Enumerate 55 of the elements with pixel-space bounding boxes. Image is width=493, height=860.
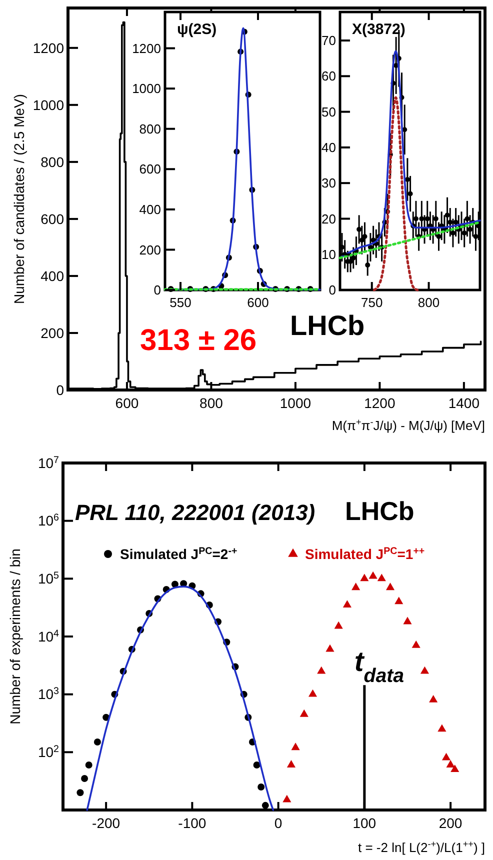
y-tick-label: 30	[322, 176, 336, 191]
y-tick-label: 400	[40, 268, 64, 284]
text: X(3872)	[352, 21, 406, 38]
annotation: LHCb	[345, 496, 414, 526]
y-tick-label: 10	[322, 246, 336, 262]
legend-label: Simulated J$^{PC}$=2$^{-+}$	[120, 546, 238, 562]
y-tick-label: 800	[40, 154, 64, 170]
x-tick-label: 800	[418, 295, 440, 310]
annotation: PRL 110, 222001 (2013)	[75, 500, 316, 525]
x-tick-label: -100	[178, 815, 206, 831]
y-tick-label: 10$^{6}$	[38, 512, 60, 529]
y-tick-label: 70	[322, 33, 336, 48]
y-tick-label: 600	[40, 210, 64, 227]
y-tick-label: 20	[322, 211, 336, 226]
x-tick-label: 200	[438, 815, 462, 831]
ref-line-label: t$_{data}$	[354, 646, 404, 688]
x-tick-label: 1200	[364, 395, 396, 411]
y-tick-label: 10$^{7}$	[38, 454, 59, 471]
x-tick-label: 600	[247, 295, 269, 310]
y-tick-label: 0	[56, 382, 64, 398]
annotation: LHCb	[290, 310, 365, 341]
x-axis-title: M(π$^{+}$π$^{-}$J/ψ) - M(J/ψ) [MeV]	[332, 417, 485, 433]
y-tick-label: 200	[139, 242, 161, 258]
y-tick-label: 1000	[32, 96, 64, 113]
y-tick-label: 800	[139, 121, 161, 136]
y-tick-label: 10$^{5}$	[38, 570, 60, 587]
x-axis-title: t = -2 ln[ L(2$^{-+}$)/L(1$^{++}$) ]	[358, 839, 485, 855]
y-tick-label: 40	[322, 140, 336, 155]
y-tick-label: 400	[139, 202, 161, 217]
y-axis-title: Number of candidates / (2.5 MeV)	[11, 94, 27, 304]
y-tick-label: 200	[40, 324, 64, 341]
x-tick-label: 600	[115, 395, 139, 411]
x-tick-label: -200	[92, 815, 120, 831]
x-tick-label: 800	[200, 395, 224, 411]
y-tick-label: 50	[322, 104, 336, 120]
y-tick-label: 60	[322, 68, 336, 84]
y-tick-label: 0	[328, 282, 336, 298]
y-tick-label: 10$^{2}$	[38, 744, 59, 760]
y-tick-label: 600	[139, 162, 161, 177]
y-tick-label: 0	[154, 282, 161, 298]
x-tick-label: 550	[170, 295, 192, 310]
y-tick-label: 1200	[132, 40, 161, 56]
y-tick-label: 10$^{3}$	[38, 686, 60, 702]
y-tick-label: 1000	[132, 81, 161, 96]
legend-label: Simulated J$^{PC}$=1$^{++}$	[305, 546, 425, 562]
y-axis-title: Number of experiments / bin	[7, 548, 23, 724]
x-tick-label: 1400	[448, 395, 480, 411]
y-tick-label: 1200	[32, 40, 64, 56]
text: ψ(2S)	[177, 21, 217, 38]
x-tick-label: 100	[352, 815, 376, 831]
x-tick-label: 0	[274, 815, 282, 831]
y-tick-label: 10$^{4}$	[38, 628, 60, 644]
x-tick-label: 750	[361, 295, 383, 310]
annotation: 313 ± 26	[140, 324, 257, 357]
x-tick-label: 1000	[280, 395, 312, 411]
